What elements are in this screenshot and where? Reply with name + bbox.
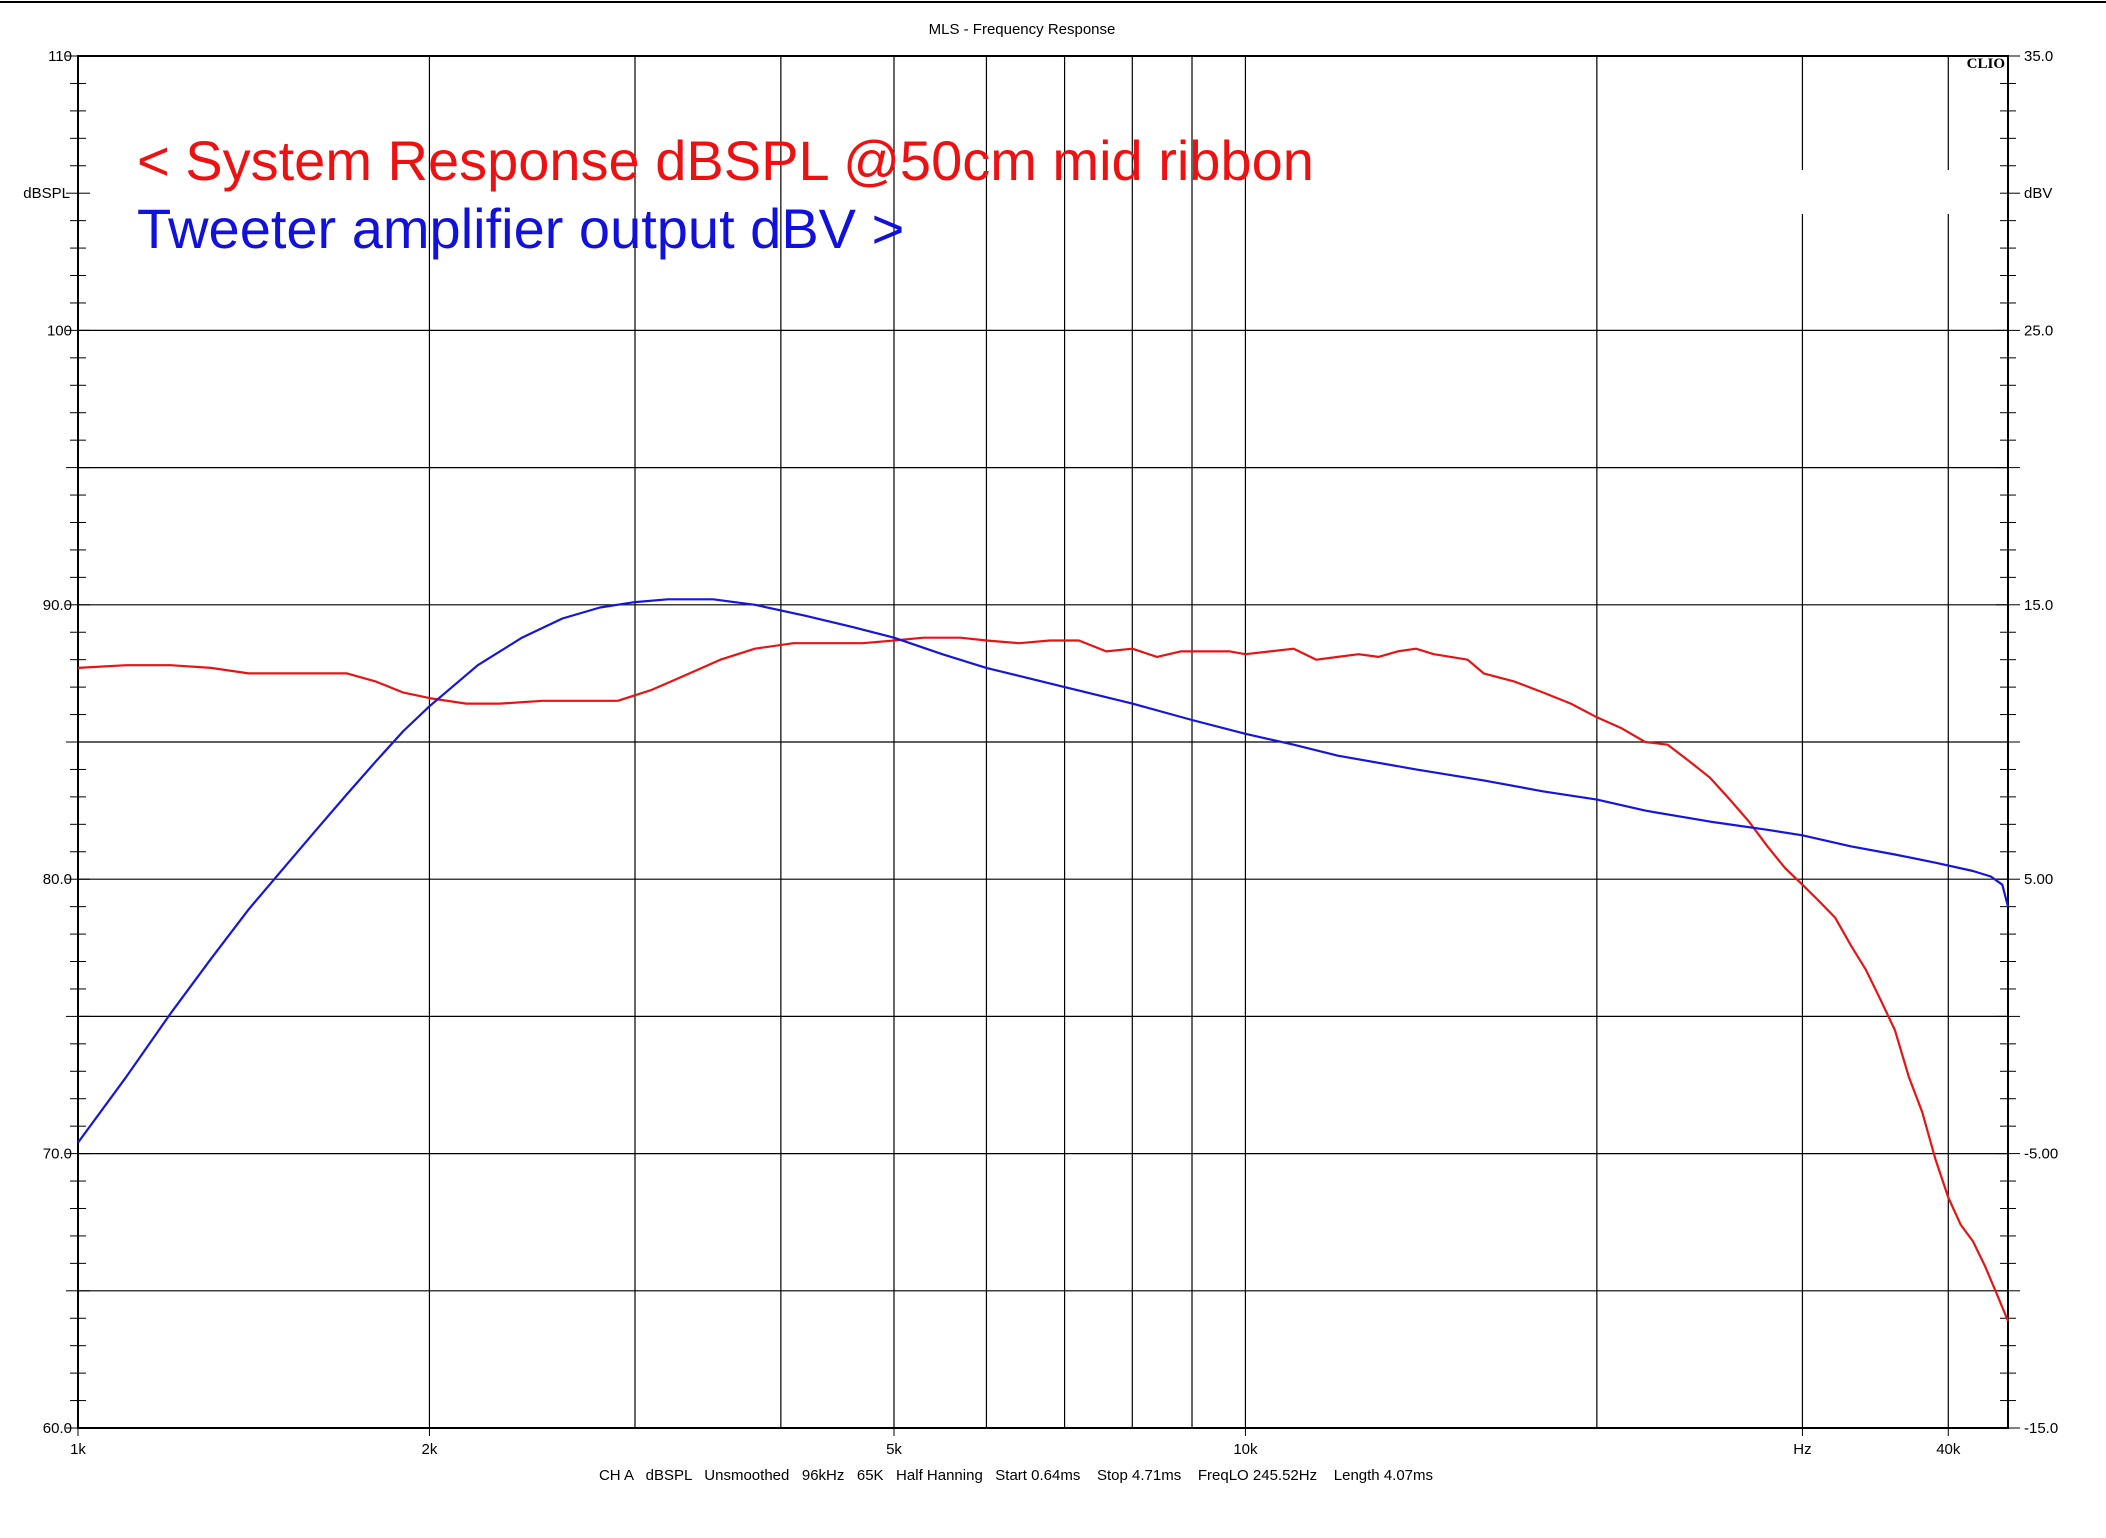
x-tick-label: Hz — [1793, 1441, 1811, 1458]
clio-logo: CLIO — [1967, 56, 2005, 72]
right-tick-label: 5.00 — [2024, 871, 2053, 888]
x-tick-label: 40k — [1936, 1441, 1961, 1458]
x-tick-label: 5k — [886, 1441, 902, 1458]
series-line-tweeter-amplifier-dbv — [77, 598, 2010, 1144]
measurement-settings-footer: CH A dBSPL Unsmoothed 96kHz 65K Half Han… — [599, 1467, 1433, 1484]
x-axis-tick-labels: 1k 2k 5k 10k Hz 40k — [70, 1441, 1961, 1458]
left-tick-label: 100 — [47, 322, 72, 339]
minor-ticks — [66, 55, 2020, 1436]
annotation-system-response: < System Response dBSPL @50cm mid ribbon — [137, 129, 1314, 192]
right-tick-label: 25.0 — [2024, 322, 2053, 339]
right-axis-tick-labels: 35.0 25.0 15.0 5.00 -5.00 -15.0 — [2024, 48, 2058, 1437]
series-line-system-response-dbspl — [77, 636, 2010, 1322]
right-tick-label: 15.0 — [2024, 597, 2053, 614]
right-tick-label: -5.00 — [2024, 1146, 2058, 1163]
left-unit-label: dBSPL — [23, 185, 70, 202]
series-layer — [77, 598, 2010, 1322]
right-tick-label: 35.0 — [2024, 48, 2053, 65]
left-tick-label: 60.0 — [43, 1420, 72, 1437]
x-tick-label: 10k — [1233, 1441, 1258, 1458]
x-tick-label: 2k — [422, 1441, 438, 1458]
left-axis-tick-labels: 110 100 90.0 80.0 70.0 60.0 — [43, 48, 72, 1437]
unit-label-mask-right — [1640, 170, 2000, 214]
left-tick-label: 80.0 — [43, 871, 72, 888]
left-tick-label: 110 — [48, 48, 72, 65]
x-tick-label: 1k — [70, 1441, 86, 1458]
annotation-tweeter-output: Tweeter amplifier output dBV > — [137, 197, 904, 260]
left-tick-label: 90.0 — [43, 597, 72, 614]
plot-area-frame — [77, 55, 2009, 1429]
grid-lines — [78, 56, 2008, 1429]
right-tick-label: -15.0 — [2024, 1420, 2058, 1437]
left-tick-label: 70.0 — [43, 1146, 72, 1163]
right-unit-label: dBV — [2024, 185, 2052, 202]
chart-title: MLS - Frequency Response — [929, 21, 1116, 38]
